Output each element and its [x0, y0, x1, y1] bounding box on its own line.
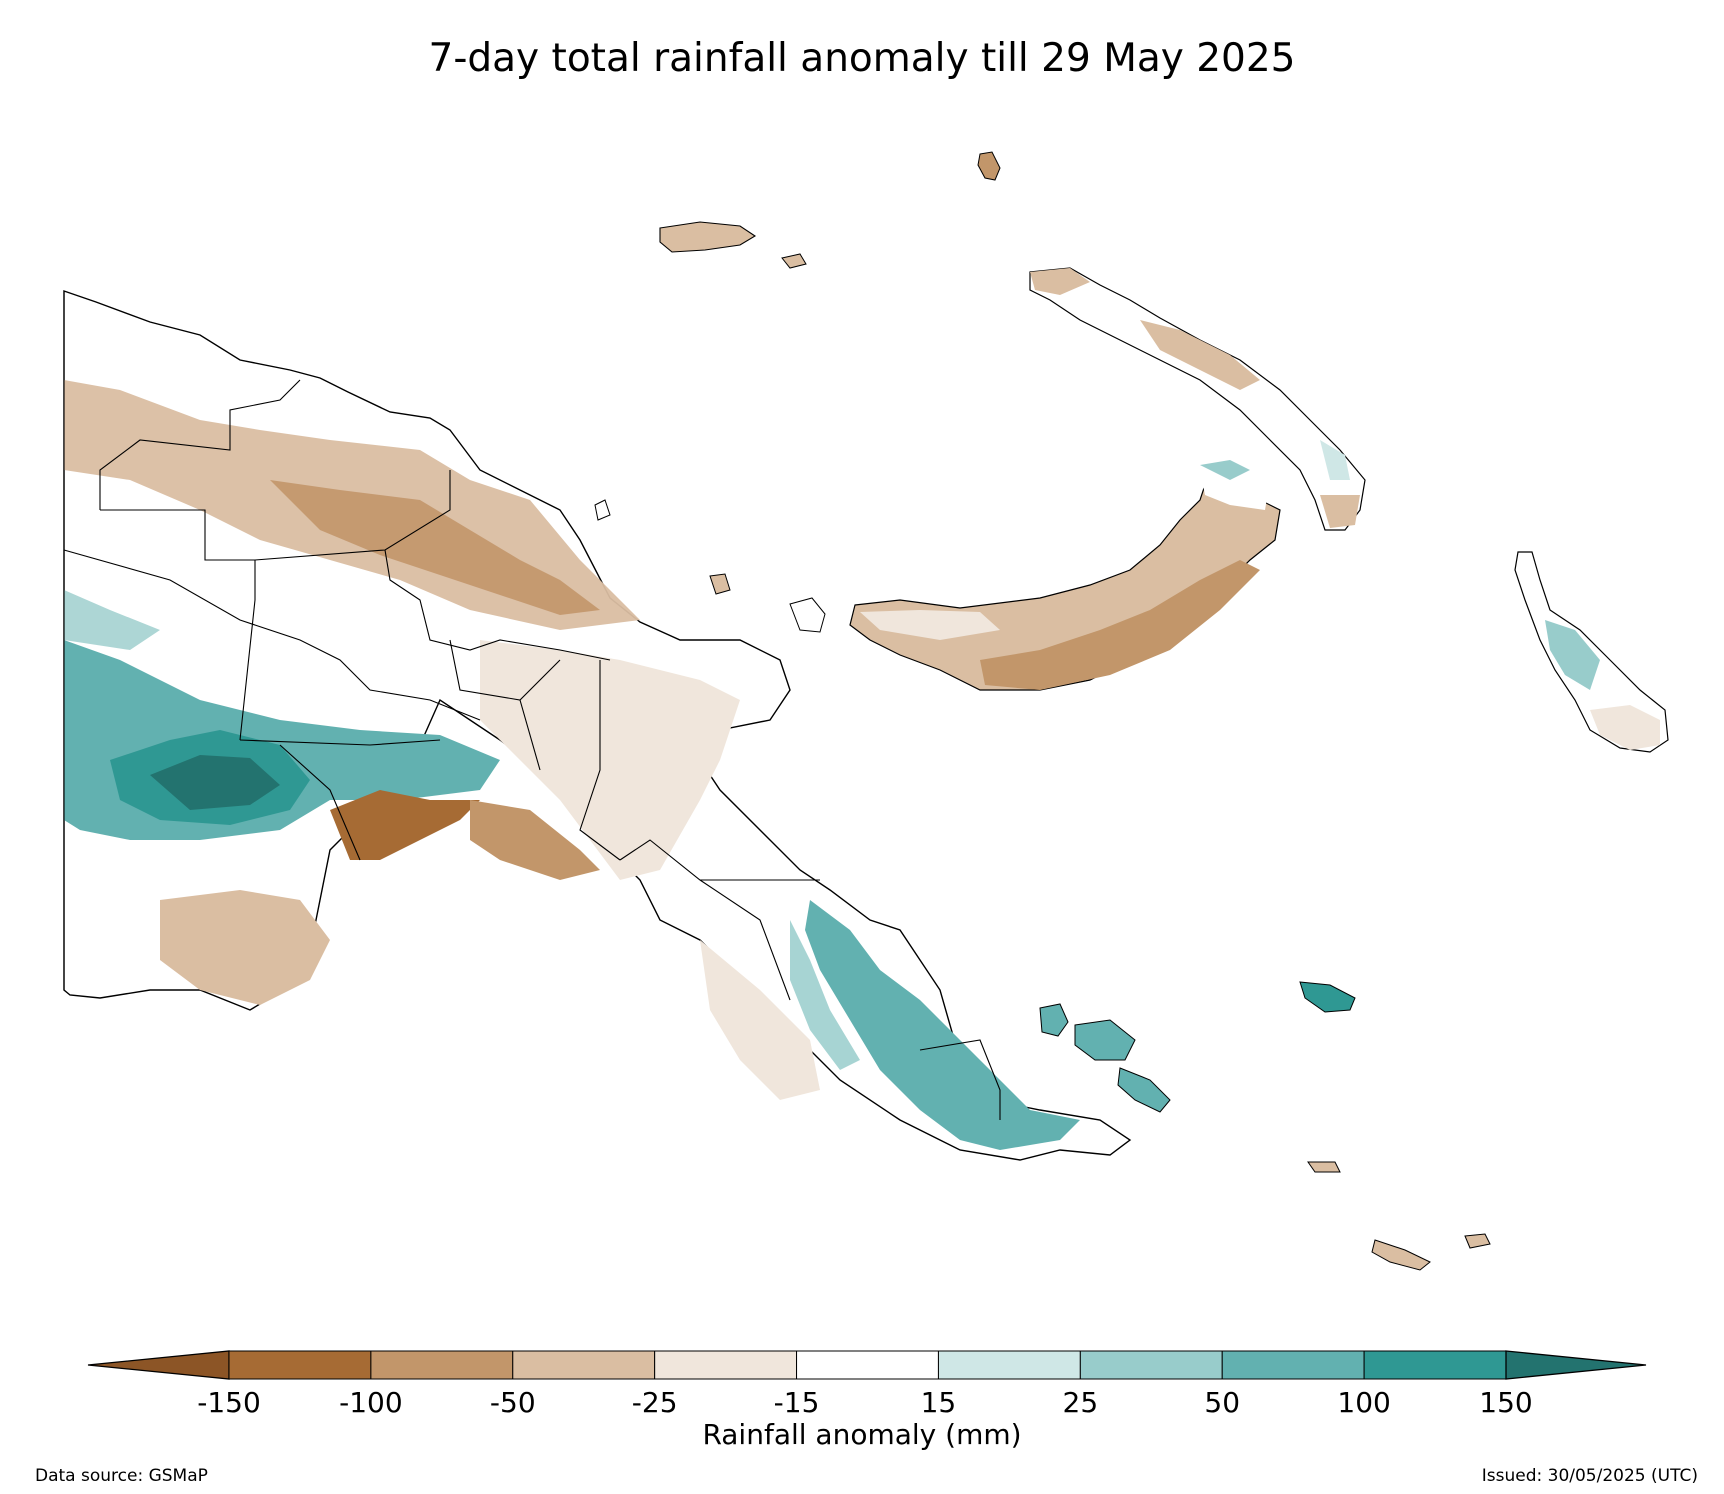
manus-island	[659, 221, 757, 253]
karkar-island	[594, 499, 611, 521]
new-ireland-dry-2	[1140, 320, 1260, 390]
colorbar-over-extension	[1505, 1350, 1647, 1380]
dry-south-coast	[330, 790, 480, 860]
colorbar-tick-label: 100	[1337, 1386, 1391, 1419]
colorbar-segment	[1221, 1350, 1365, 1380]
colorbar-tick-label: 25	[1062, 1386, 1099, 1419]
bougainville-dry	[1590, 705, 1660, 750]
colorbar-segment	[654, 1350, 798, 1380]
province-boundaries	[63, 291, 1001, 1120]
colorbar-tick-label: -150	[197, 1386, 261, 1419]
new-britain-light	[860, 610, 1000, 640]
small-island-nw	[781, 253, 807, 269]
wet-southeast	[805, 900, 1080, 1150]
new-britain	[849, 460, 1281, 691]
new-ireland-dry	[1030, 268, 1090, 295]
colorbar-segment	[228, 1350, 372, 1380]
colorbar-tick-label: 50	[1204, 1386, 1241, 1419]
map-title: 7-day total rainfall anomaly till 29 May…	[428, 36, 1296, 81]
colorbar-under-extension	[87, 1350, 230, 1380]
colorbar-segment	[937, 1350, 1081, 1380]
misima-island	[1307, 1161, 1341, 1173]
colorbar-tick-label: 15	[920, 1386, 957, 1419]
bougainville	[1514, 551, 1669, 753]
colorbar-segment	[1363, 1350, 1507, 1380]
sudest-island	[1371, 1239, 1431, 1271]
new-ireland-dry-tip	[1320, 495, 1360, 528]
light-dry-east	[480, 640, 740, 880]
issued-date: Issued: 30/05/2025 (UTC)	[1481, 1466, 1698, 1486]
data-source: Data source: GSMaP	[35, 1466, 208, 1486]
colorbar-tick-label: 150	[1479, 1386, 1533, 1419]
colorbar-segment	[370, 1350, 514, 1380]
new-ireland-land	[1029, 267, 1366, 531]
colorbar-label: Rainfall anomaly (mm)	[702, 1418, 1022, 1451]
colorbar-tick-label: -50	[489, 1386, 536, 1419]
new-britain-white-tip	[1200, 465, 1270, 510]
woodlark-island	[1299, 981, 1356, 1013]
small-island-1	[709, 573, 731, 595]
wet-core-dark	[150, 755, 280, 810]
new-ireland-wet	[1320, 440, 1350, 480]
new-britain-wet-tip	[1200, 460, 1250, 480]
mussau-island	[977, 151, 1001, 181]
colorbar-tick-label: -25	[631, 1386, 678, 1419]
wet-southeast-light	[790, 920, 860, 1070]
colorbar-segment	[512, 1350, 656, 1380]
goodenough-island	[1039, 1003, 1069, 1037]
colorbar	[87, 1350, 1647, 1380]
fergusson-island	[1074, 1019, 1136, 1061]
light-dry-papua-tail	[700, 940, 820, 1100]
dry-core-north	[270, 480, 600, 615]
rossel-island	[1464, 1233, 1491, 1249]
colorbar-tick-label: -100	[339, 1386, 403, 1419]
new-britain-dry-core	[980, 560, 1260, 690]
colorbar-segment	[1079, 1350, 1223, 1380]
new-ireland	[1029, 267, 1366, 531]
colorbar-segment	[796, 1350, 939, 1380]
normanby-island	[1117, 1067, 1171, 1113]
bougainville-wet	[1545, 620, 1600, 690]
dry-gulf	[470, 800, 600, 880]
dry-south-fly	[160, 890, 330, 1005]
colorbar-tick-label: -15	[773, 1386, 820, 1419]
mainland	[63, 290, 1132, 1161]
wet-ring	[64, 590, 160, 650]
umboi-island	[789, 597, 826, 633]
